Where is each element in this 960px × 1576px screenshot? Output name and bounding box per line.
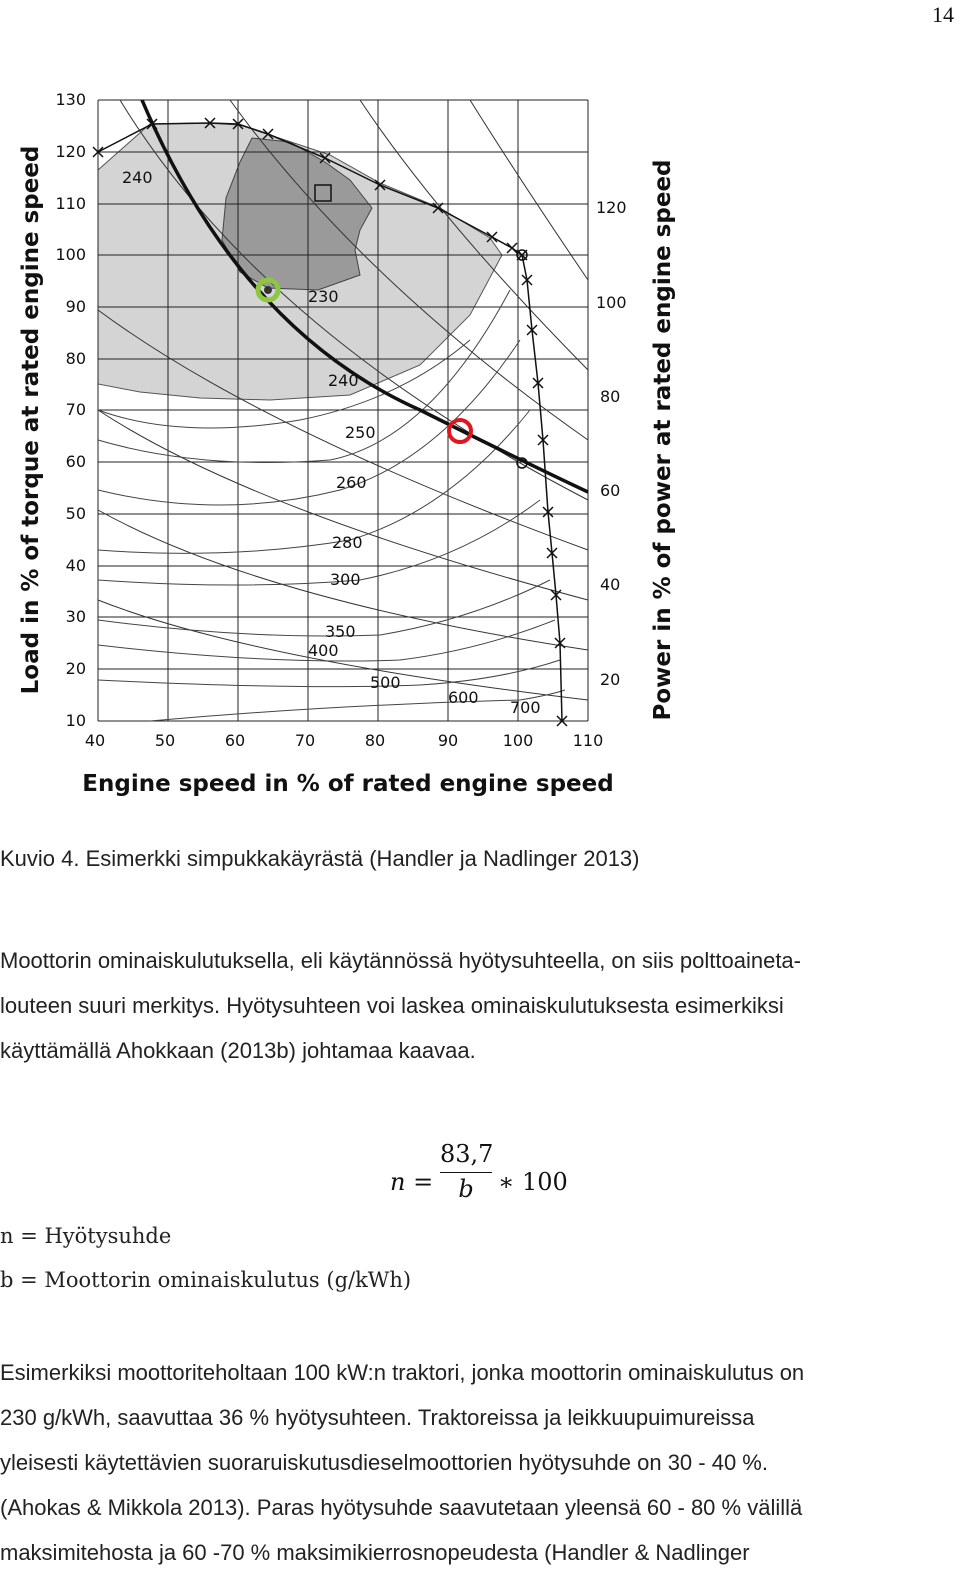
figure-caption: Kuvio 4. Esimerkki simpukkakäyrästä (Han… [0, 846, 640, 871]
full-load-cross-markers [92, 117, 568, 727]
x-axis-label: Engine speed in % of rated engine speed [82, 771, 613, 797]
contour-label: 240 [328, 371, 359, 390]
x-tick: 40 [85, 731, 105, 750]
contour-label: 260 [336, 473, 367, 492]
y-right-tick: 100 [596, 293, 627, 312]
square-marker [314, 184, 332, 202]
paragraph-1: Moottorin ominaiskulutuksella, eli käytä… [0, 938, 955, 1073]
x-tick: 60 [225, 731, 245, 750]
paragraph-line: yleisesti käytettävien suoraruiskutusdie… [0, 1450, 768, 1475]
rated-point-marker [516, 249, 528, 261]
y-right-tick: 80 [600, 387, 620, 406]
x-tick: 100 [503, 731, 534, 750]
x-tick: 50 [155, 731, 175, 750]
contour-label: 500 [370, 673, 401, 692]
fraction-bar [440, 1172, 492, 1173]
green-optimum-dot [264, 286, 272, 294]
contour-label: 280 [332, 533, 363, 552]
y-right-tick: 60 [600, 481, 620, 500]
y-left-tick: 110 [55, 194, 86, 213]
y-right-tick: 20 [600, 670, 620, 689]
formula-rhs: ∗ 100 [498, 1168, 568, 1196]
contour-label: 350 [325, 622, 356, 641]
consumption-contours [97, 289, 566, 722]
full-load-curve [97, 122, 563, 722]
green-optimum-marker [255, 277, 281, 303]
paragraph-line: maksimitehosta ja 60 -70 % maksimikierro… [0, 1540, 750, 1565]
paragraph-line: (Ahokas & Mikkola 2013). Paras hyötysuhd… [0, 1495, 803, 1520]
y-left-tick: 70 [66, 400, 86, 419]
paragraph-line: 230 g/kWh, saavuttaa 36 % hyötysuhteen. … [0, 1405, 755, 1430]
dark-consumption-region [221, 137, 373, 291]
definition-n: n = Hyötysuhde [0, 1224, 172, 1248]
contour-label: 400 [308, 641, 339, 660]
y-left-tick: 20 [66, 659, 86, 678]
y-left-tick: 90 [66, 297, 86, 316]
y-right-tick-labels: 20 40 60 80 100 120 [596, 198, 627, 689]
y-left-tick: 60 [66, 452, 86, 471]
x-tick: 90 [438, 731, 458, 750]
formula-lhs: n = [390, 1168, 434, 1196]
page-number: 14 [932, 2, 954, 27]
iso-power-curves [97, 99, 589, 701]
y-left-tick: 40 [66, 556, 86, 575]
y-left-tick: 120 [55, 142, 86, 161]
x-tick: 110 [573, 731, 604, 750]
contour-label: 250 [345, 423, 376, 442]
y-left-tick: 80 [66, 349, 86, 368]
y-right-tick: 40 [600, 575, 620, 594]
y-left-tick: 10 [66, 711, 86, 730]
y-left-tick: 100 [55, 245, 86, 264]
y-left-tick: 30 [66, 607, 86, 626]
grid [97, 99, 589, 722]
paragraph-line: Moottorin ominaiskulutuksella, eli käytä… [0, 948, 801, 973]
contour-label: 600 [448, 688, 479, 707]
y-left-tick-labels: 10 20 30 40 50 60 70 80 90 100 110 120 1… [55, 90, 86, 730]
y-right-tick: 120 [596, 198, 627, 217]
paragraph-line: louteen suuri merkitys. Hyötysuhteen voi… [0, 993, 784, 1018]
contour-label: 300 [330, 570, 361, 589]
operating-point-marker [516, 457, 528, 469]
contour-label: 700 [510, 698, 541, 717]
paragraph-2: Esimerkiksi moottoriteholtaan 100 kW:n t… [0, 1350, 955, 1575]
y-left-tick: 130 [55, 90, 86, 109]
formula-denominator: b [458, 1175, 474, 1203]
formula-numerator: 83,7 [440, 1140, 494, 1168]
y-right-axis-label: Power in % of power at rated engine spee… [650, 159, 676, 720]
paragraph-line: Esimerkiksi moottoriteholtaan 100 kW:n t… [0, 1360, 805, 1385]
red-point-marker [447, 418, 473, 444]
contour-label: 230 [308, 287, 339, 306]
engine-map-figure: 240 230 240 250 260 280 300 350 400 500 … [18, 90, 676, 797]
operating-curve [140, 99, 589, 494]
paragraph-line: käyttämällä Ahokkaan (2013b) johtamaa ka… [0, 1038, 476, 1063]
x-tick: 70 [295, 731, 315, 750]
formula-fraction: 83,7 b [440, 1140, 494, 1203]
definition-b: b = Moottorin ominaiskulutus (g/kWh) [0, 1268, 412, 1292]
y-left-tick: 50 [66, 504, 86, 523]
x-tick-labels: 40 50 60 70 80 90 100 110 [85, 731, 603, 750]
contour-labels: 240 230 240 250 260 280 300 350 400 500 … [122, 168, 541, 717]
y-left-axis-label: Load in % of torque at rated engine spee… [18, 146, 44, 695]
contour-label: 240 [122, 168, 153, 187]
x-tick: 80 [365, 731, 385, 750]
